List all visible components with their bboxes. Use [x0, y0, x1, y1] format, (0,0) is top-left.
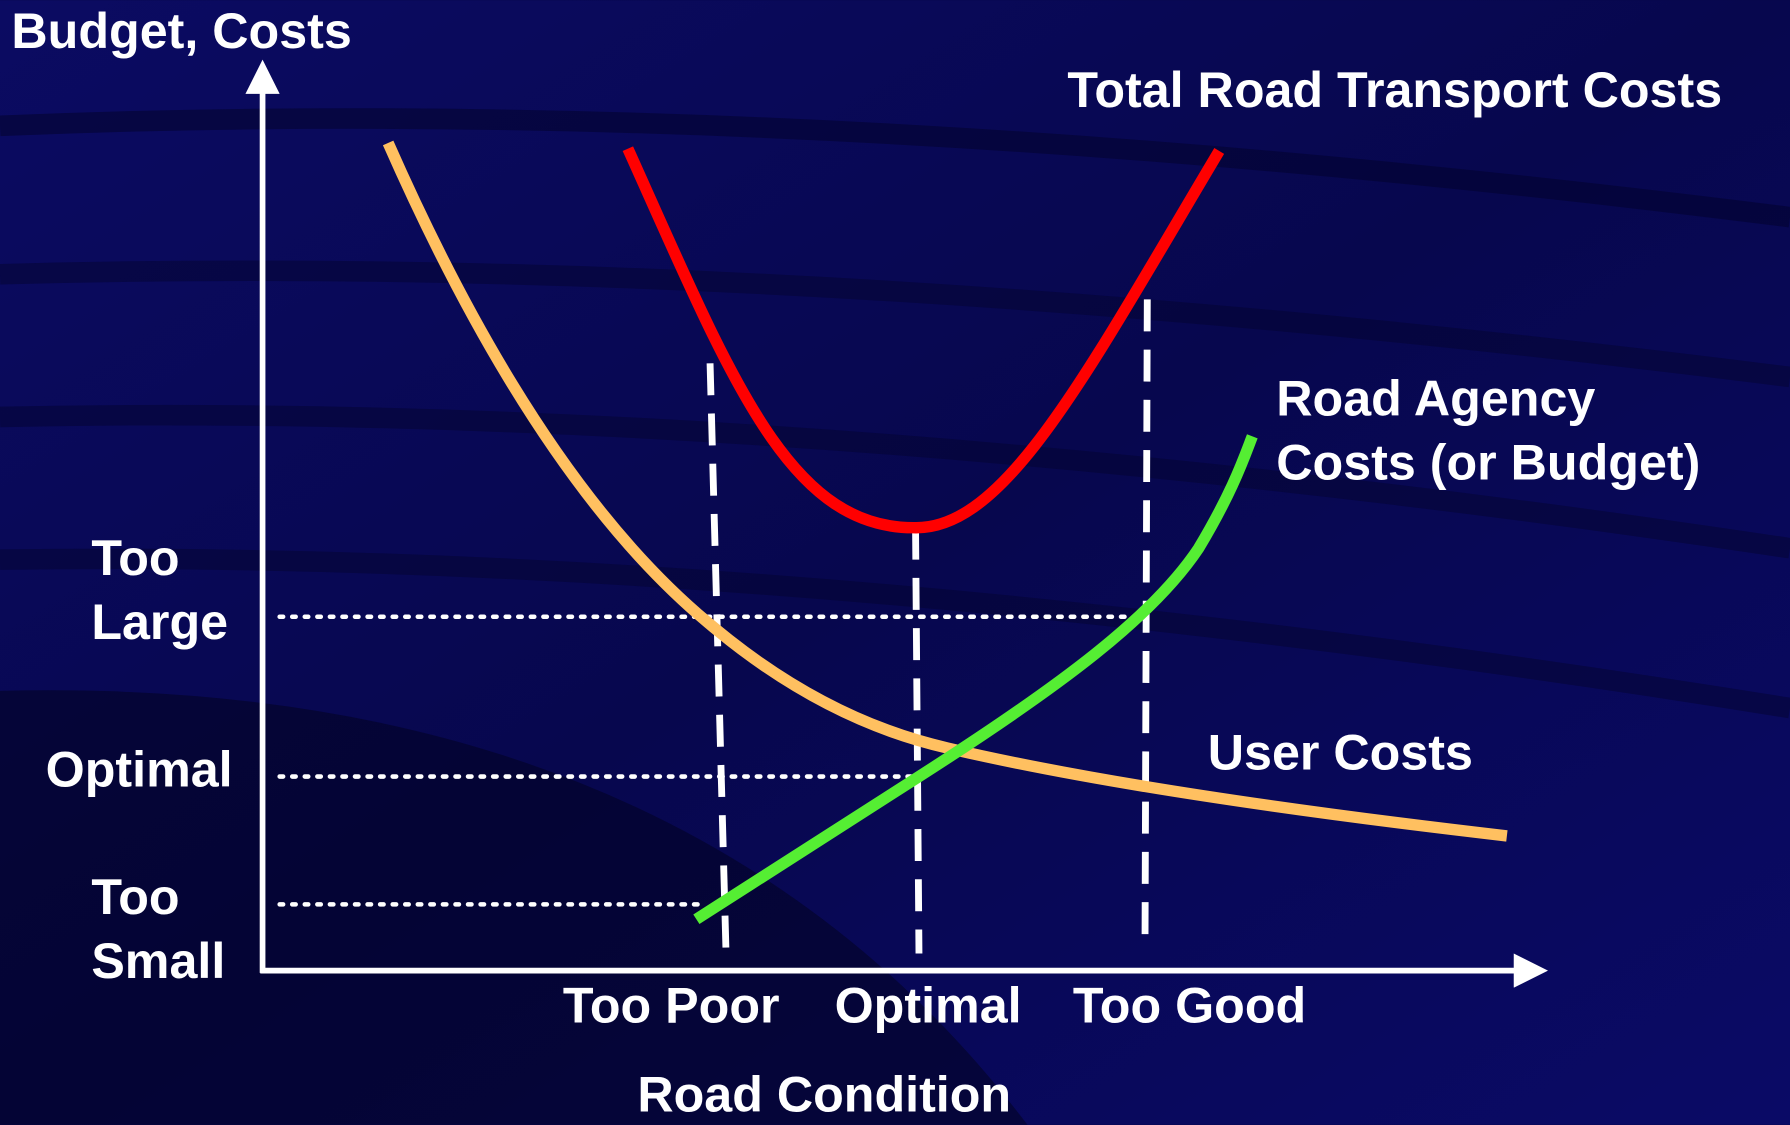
x-level-label: Optimal	[835, 978, 1022, 1034]
x-axis-label: Road Condition	[637, 1067, 1011, 1123]
dashed-line	[1141, 299, 1151, 946]
y-level-label: Too	[91, 530, 179, 586]
curve-label: Total Road Transport Costs	[1067, 62, 1722, 118]
total-costs-curve	[622, 146, 1225, 534]
x-level-label: Too Good	[1073, 978, 1306, 1034]
bg-streak	[0, 108, 1790, 228]
curve-label: Road Agency	[1276, 370, 1595, 426]
x-level-label: Too Poor	[563, 978, 780, 1034]
bg-streak	[0, 548, 1790, 719]
y-level-label: Too	[91, 869, 179, 925]
user-costs-curve	[382, 140, 1508, 842]
y-level-label: Large	[91, 594, 228, 650]
agency-costs-curve	[693, 434, 1258, 925]
bg-shadow	[0, 690, 1028, 1125]
curve-label: Costs (or Budget)	[1276, 434, 1700, 490]
bg-streak	[0, 260, 1790, 388]
y-level-label: Optimal	[46, 741, 233, 797]
y-axis-label: Budget, Costs	[11, 3, 351, 59]
bg-streak	[0, 404, 1790, 559]
y-level-label: Small	[91, 933, 225, 989]
curve-label: User Costs	[1208, 724, 1473, 780]
